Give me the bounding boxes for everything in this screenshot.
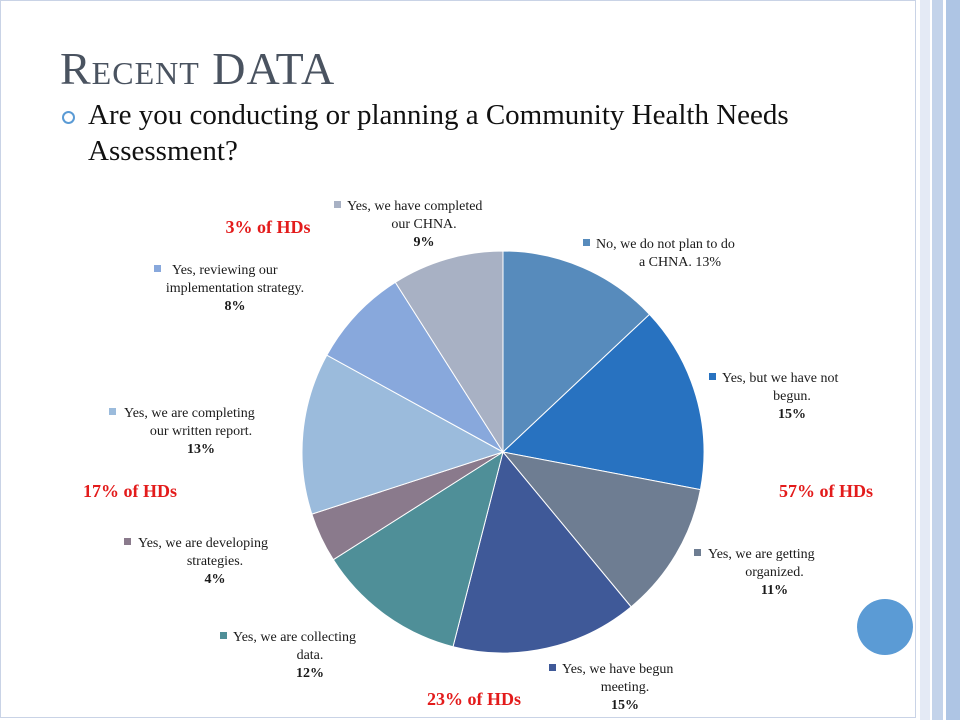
slice-label: Yes, we are collecting data. 12% — [220, 630, 356, 681]
group-annotation: 3% of HDs — [226, 217, 311, 237]
slice-value-label: 8% — [225, 299, 246, 314]
bullet-icon — [62, 111, 75, 124]
slice-label-text: Yes, we are getting — [708, 547, 815, 562]
decorative-circle — [857, 599, 913, 655]
slice-label-text: Yes, we have begun — [562, 662, 673, 677]
legend-marker — [694, 549, 701, 556]
slice-value-label: 11% — [761, 583, 788, 598]
slice-label: Yes, we are developing strategies. 4% — [124, 536, 268, 587]
slice-label-text: Yes, we have completed — [347, 199, 482, 214]
slice-value-label: 12% — [296, 666, 324, 681]
slice-value-label: 9% — [414, 235, 435, 250]
legend-marker — [154, 265, 161, 272]
legend-marker — [549, 664, 556, 671]
slice-value-label: 15% — [778, 407, 806, 422]
pie-slice — [501, 313, 705, 491]
slice-label-text: Yes, but we have not — [722, 371, 839, 386]
slice-value-label: 13% — [187, 442, 215, 457]
slice-value-label: 4% — [205, 572, 226, 587]
slice-label-text: begun. — [773, 389, 811, 404]
legend-marker — [220, 632, 227, 639]
slice-label-text: data. — [297, 648, 324, 663]
pie-slice — [326, 281, 504, 453]
survey-question: Are you conducting or planning a Communi… — [88, 99, 789, 167]
legend-marker — [334, 201, 341, 208]
pie-slice — [501, 451, 702, 608]
pie-slice — [502, 250, 651, 454]
slice-label: Yes, reviewing our implementation strateg… — [154, 263, 304, 314]
slice-label-text: Yes, we are developing — [138, 536, 268, 551]
slice-label-text: a CHNA. 13% — [639, 255, 721, 270]
side-stripe — [946, 0, 960, 720]
slide-title: Recent DATA — [60, 43, 336, 94]
pie-slice — [332, 450, 504, 648]
side-stripe — [920, 0, 930, 720]
slice-label: Yes, we have completed our CHNA. 9% — [334, 199, 482, 250]
slice-label: Yes, we are getting organized. 11% — [694, 547, 815, 598]
slice-value-label: 15% — [611, 698, 639, 713]
slice-label-text: meeting. — [601, 680, 650, 695]
group-annotation: 17% of HDs — [83, 481, 177, 501]
slice-label-text: Yes, we are completing — [124, 406, 255, 421]
legend-marker — [583, 239, 590, 246]
slice-label-text: Yes, reviewing our — [172, 263, 278, 278]
slice-label: Yes, we are completing our written report… — [109, 406, 255, 457]
slice-label-text: our written report. — [150, 424, 252, 439]
group-annotation: 57% of HDs — [779, 481, 873, 501]
slice-label: Yes, we have begun meeting. 15% — [549, 662, 673, 713]
legend-marker — [124, 538, 131, 545]
pie-slice — [452, 450, 632, 654]
slice-label: Yes, but we have not begun. 15% — [709, 371, 839, 422]
pie-slice — [394, 250, 504, 454]
slice-label-text: strategies. — [187, 554, 243, 569]
slice-label-text: our CHNA. — [391, 217, 456, 232]
legend-marker — [709, 373, 716, 380]
side-stripe — [932, 0, 943, 720]
slide-frame — [0, 0, 916, 718]
slice-label-text: Yes, we are collecting — [233, 630, 356, 645]
pie-slice — [301, 354, 505, 515]
slice-label-text: No, we do not plan to do — [596, 237, 735, 252]
group-annotation: 23% of HDs — [427, 689, 521, 709]
legend-marker — [109, 408, 116, 415]
slice-label-text: organized. — [745, 565, 803, 580]
slice-label: No, we do not plan to do a CHNA. 13% — [583, 237, 735, 270]
side-stripes — [920, 0, 960, 720]
slice-label-text: implementation strategy. — [166, 281, 304, 296]
